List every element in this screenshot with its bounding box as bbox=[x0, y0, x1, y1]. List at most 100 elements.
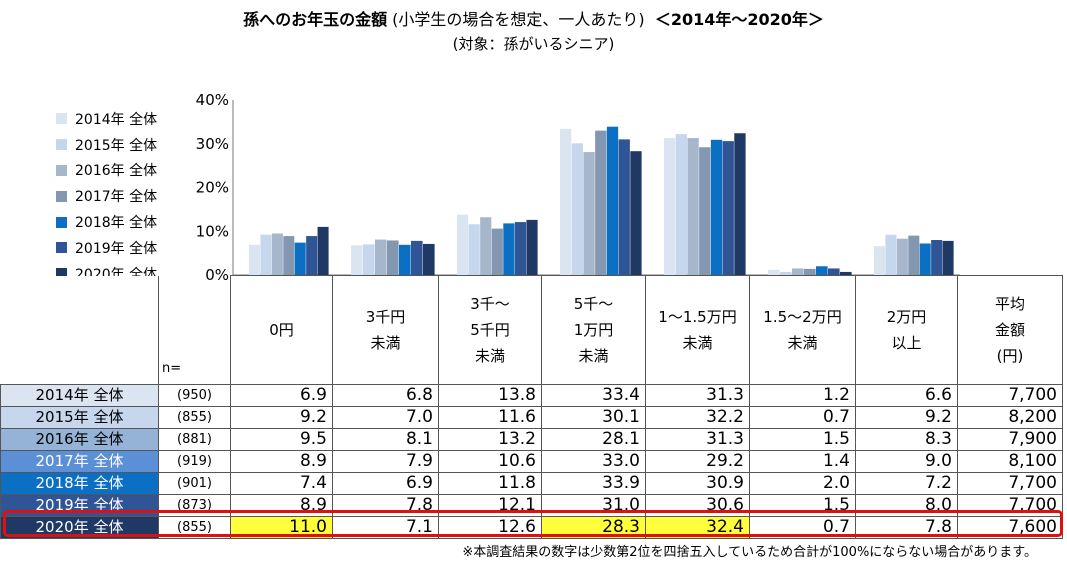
legend-swatch bbox=[56, 216, 67, 228]
table-cell: 31.0 bbox=[541, 493, 646, 517]
table-cell: 31.3 bbox=[645, 383, 750, 407]
bar-6-1 bbox=[306, 236, 318, 275]
column-header: 1.5～2万円 未満 bbox=[749, 275, 856, 385]
row-year-label: 2016年 全体 bbox=[0, 427, 159, 451]
y-tick-label: 40% bbox=[196, 91, 229, 109]
row-sample-size: (855) bbox=[158, 515, 231, 539]
table-cell: 9.5 bbox=[230, 427, 333, 451]
bar-chart: 0%10%20%30%40% bbox=[196, 91, 960, 284]
table-cell: 9.2 bbox=[855, 405, 958, 429]
bar-7-3 bbox=[526, 219, 538, 276]
bar-3-6 bbox=[792, 268, 804, 275]
column-header: 3千～ 5千円 未満 bbox=[438, 275, 542, 385]
table-cell: 11.6 bbox=[438, 405, 542, 429]
legend-swatch bbox=[56, 139, 67, 151]
table-cell: 33.4 bbox=[541, 383, 646, 407]
table-cell: 31.3 bbox=[645, 427, 750, 451]
legend: 2014年 全体 2015年 全体 2016年 全体 2017年 全体 2018年 全体… bbox=[56, 106, 157, 287]
legend-entry: 2018年 全体 bbox=[56, 209, 157, 235]
legend-swatch bbox=[56, 190, 67, 202]
bar-6-6 bbox=[828, 268, 840, 275]
table-cell: 12.1 bbox=[438, 493, 542, 517]
row-year-label: 2017年 全体 bbox=[0, 449, 159, 473]
row-sample-size: (901) bbox=[158, 471, 231, 495]
bar-3-2 bbox=[375, 239, 387, 275]
legend-swatch bbox=[56, 242, 67, 254]
row-year-label: 2015年 全体 bbox=[0, 405, 159, 429]
bar-2-2 bbox=[363, 244, 375, 276]
table-cell: 0.7 bbox=[749, 405, 856, 429]
table-corner bbox=[0, 275, 159, 384]
table-cell: 8.1 bbox=[332, 427, 439, 451]
title-range: ＜2014年～2020年＞ bbox=[654, 10, 824, 29]
legend-entry: 2017年 全体 bbox=[56, 183, 157, 209]
table-row: 2016年 全体 (881) 9.5 8.1 13.2 28.1 31.3 1.5 8.3 7,9… bbox=[0, 427, 1063, 451]
y-tick-label: 10% bbox=[196, 222, 229, 240]
table-cell: 1.4 bbox=[749, 449, 856, 473]
table-cell: 2.0 bbox=[749, 471, 856, 495]
column-header: 1～1.5万円 未満 bbox=[645, 275, 750, 385]
table-row: 2019年 全体 (873) 8.9 7.8 12.1 31.0 30.6 1.5 8.0 7,7… bbox=[0, 493, 1063, 517]
chart-subtitle: (対象：孫がいるシニア) bbox=[452, 35, 615, 53]
table-cell-average: 7,900 bbox=[957, 427, 1063, 451]
row-sample-size: (855) bbox=[158, 405, 231, 429]
table-cell: 32.2 bbox=[645, 405, 750, 429]
y-tick-label: 30% bbox=[196, 135, 229, 153]
column-header: 3千円 未満 bbox=[332, 275, 439, 385]
table-cell: 7.9 bbox=[332, 449, 439, 473]
legend-label: 2016年 全体 bbox=[75, 163, 158, 180]
bar-7-6 bbox=[840, 271, 852, 275]
bar-6-5 bbox=[722, 141, 734, 276]
column-header: 平均 金額 (円) bbox=[957, 275, 1063, 385]
table-cell: 33.0 bbox=[541, 449, 646, 473]
bar-3-7 bbox=[896, 238, 908, 275]
table-cell: 30.6 bbox=[645, 493, 750, 517]
row-sample-size: (950) bbox=[158, 383, 231, 407]
column-header: 0円 bbox=[230, 275, 333, 385]
legend-swatch bbox=[56, 164, 67, 176]
legend-entry: 2019年 全体 bbox=[56, 235, 157, 261]
table-cell: 32.4 bbox=[645, 515, 750, 539]
bar-5-7 bbox=[919, 243, 931, 275]
legend-label: 2014年 全体 bbox=[75, 111, 158, 128]
y-tick-label: 20% bbox=[196, 179, 229, 197]
table-row: 2014年 全体 (950) 6.9 6.8 13.8 33.4 31.3 1.2 6.6 7,7… bbox=[0, 383, 1063, 407]
table-cell: 6.9 bbox=[332, 471, 439, 495]
table-header-row: n= 0円 3千円 未満 3千～ 5千円 未満 5千～ 1万円 未満 1～1.5万円 未満 1.5～2万… bbox=[0, 275, 1063, 385]
legend-entry: 2014年 全体 bbox=[56, 106, 157, 132]
table-cell: 9.0 bbox=[855, 449, 958, 473]
legend-swatch bbox=[56, 268, 67, 280]
legend-label: 2015年 全体 bbox=[75, 137, 158, 154]
bar-4-1 bbox=[283, 236, 295, 275]
legend-label: 2017年 全体 bbox=[75, 189, 158, 206]
bar-3-4 bbox=[583, 152, 595, 275]
table-cell: 13.2 bbox=[438, 427, 542, 451]
table-cell: 6.6 bbox=[855, 383, 958, 407]
n-header: n= bbox=[158, 275, 231, 385]
table-cell: 7.8 bbox=[332, 493, 439, 517]
table-cell-average: 7,600 bbox=[957, 515, 1063, 539]
table-cell: 6.9 bbox=[230, 383, 333, 407]
bar-1-5 bbox=[664, 138, 676, 275]
legend-entry: 2015年 全体 bbox=[56, 132, 157, 158]
table-cell: 7.0 bbox=[332, 405, 439, 429]
chart-title: 孫へのお年玉の金額 (小学生の場合を想定、一人あたり) ＜2014年～2020年… bbox=[0, 10, 1067, 30]
row-sample-size: (919) bbox=[158, 449, 231, 473]
bar-4-4 bbox=[595, 130, 607, 276]
bar-7-4 bbox=[630, 151, 642, 275]
row-year-label: 2014年 全体 bbox=[0, 383, 159, 407]
bar-2-7 bbox=[885, 234, 897, 275]
bar-6-4 bbox=[618, 139, 630, 276]
table-cell-average: 7,700 bbox=[957, 493, 1063, 517]
legend-entry: 2016年 全体 bbox=[56, 158, 157, 184]
table-cell: 8.0 bbox=[855, 493, 958, 517]
bar-6-2 bbox=[411, 240, 423, 276]
bar-7-2 bbox=[423, 243, 435, 275]
bar-7-5 bbox=[734, 133, 746, 275]
bar-1-7 bbox=[874, 246, 886, 276]
table-cell: 7.1 bbox=[332, 515, 439, 539]
row-year-label: 2019年 全体 bbox=[0, 493, 159, 517]
legend-swatch bbox=[56, 113, 67, 125]
table-cell: 10.6 bbox=[438, 449, 542, 473]
bar-7-1 bbox=[317, 226, 329, 276]
